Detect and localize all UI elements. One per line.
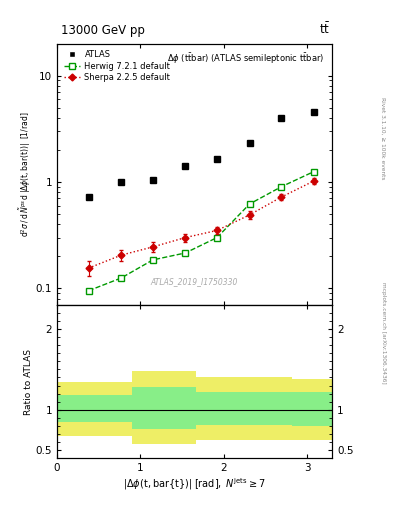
Text: 13000 GeV pp: 13000 GeV pp	[61, 24, 145, 37]
Text: $\Delta\phi$ (t$\bar{\rm t}$bar) (ATLAS semileptonic t$\bar{\rm t}$bar): $\Delta\phi$ (t$\bar{\rm t}$bar) (ATLAS …	[167, 51, 324, 66]
Text: ATLAS_2019_I1750330: ATLAS_2019_I1750330	[151, 278, 238, 287]
Text: mcplots.cern.ch [arXiv:1306.3436]: mcplots.cern.ch [arXiv:1306.3436]	[381, 282, 386, 383]
X-axis label: $|\Delta\phi(\mathrm{t,bar\{t\}})|\;\mathrm{[rad]},\;N^{\mathrm{jets}} \geq 7$: $|\Delta\phi(\mathrm{t,bar\{t\}})|\;\mat…	[123, 476, 266, 492]
Text: $\mathrm{t\bar{t}}$: $\mathrm{t\bar{t}}$	[319, 22, 330, 37]
Y-axis label: $\mathrm{d}^2\sigma\,/\,\mathrm{d}\,\tilde{N}^{ps}\,\mathrm{d}\,|\Delta\phi(\mat: $\mathrm{d}^2\sigma\,/\,\mathrm{d}\,\til…	[17, 112, 33, 237]
Text: Rivet 3.1.10, ≥ 100k events: Rivet 3.1.10, ≥ 100k events	[381, 97, 386, 180]
Legend: ATLAS, Herwig 7.2.1 default, Sherpa 2.2.5 default: ATLAS, Herwig 7.2.1 default, Sherpa 2.2.…	[61, 48, 173, 84]
Y-axis label: Ratio to ATLAS: Ratio to ATLAS	[24, 349, 33, 415]
